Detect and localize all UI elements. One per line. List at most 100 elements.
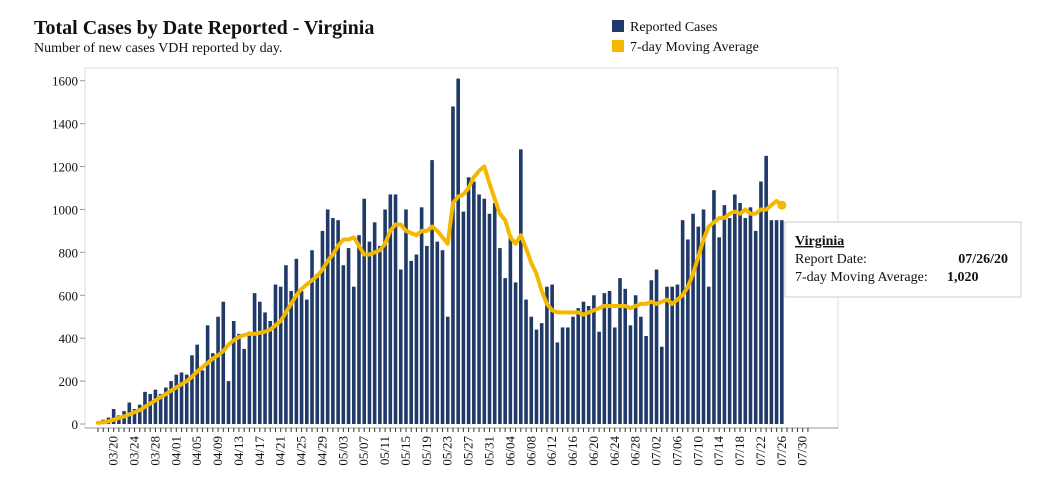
bar xyxy=(628,325,633,424)
tooltip-label: Report Date: xyxy=(795,252,867,267)
bar xyxy=(592,295,596,424)
bar xyxy=(268,321,273,424)
bar xyxy=(680,220,685,424)
bar xyxy=(111,408,116,424)
bar xyxy=(701,209,706,424)
bar xyxy=(346,248,351,424)
bar xyxy=(691,213,695,424)
bar xyxy=(612,327,617,424)
bar xyxy=(727,218,732,424)
bar xyxy=(383,209,387,424)
bar xyxy=(242,348,246,424)
bar xyxy=(743,218,748,424)
x-tick-label: 05/27 xyxy=(461,436,476,466)
bar xyxy=(456,78,460,424)
bar xyxy=(717,237,721,424)
bar xyxy=(472,181,476,424)
bar xyxy=(712,190,716,424)
bar xyxy=(409,260,413,424)
bar xyxy=(545,286,549,424)
x-tick-label: 06/28 xyxy=(628,436,643,466)
bar xyxy=(341,265,346,424)
bar xyxy=(576,308,581,424)
y-tick-label: 1000 xyxy=(52,202,78,217)
x-tick-label: 07/22 xyxy=(753,436,768,466)
bar xyxy=(289,290,293,424)
bar xyxy=(659,346,664,424)
x-tick-label: 06/04 xyxy=(502,436,517,466)
bar xyxy=(221,301,226,424)
tooltip: Virginia Report Date: 07/26/20 7-day Mov… xyxy=(784,221,1022,298)
bar xyxy=(378,245,382,424)
tooltip-value: 07/26/20 xyxy=(958,252,1008,267)
bar xyxy=(581,301,586,424)
tooltip-label: 7-day Moving Average: xyxy=(795,270,928,285)
bar xyxy=(216,316,220,424)
bar xyxy=(252,293,257,424)
bar xyxy=(649,280,654,424)
legend-swatch xyxy=(612,40,624,52)
bar xyxy=(477,194,481,424)
bar xyxy=(398,269,403,424)
bar xyxy=(190,355,194,424)
chart-title: Total Cases by Date Reported - Virginia xyxy=(34,17,374,39)
bar xyxy=(247,331,252,424)
moving-average-line xyxy=(96,164,784,425)
x-tick-label: 05/11 xyxy=(377,436,392,465)
x-tick-label: 04/01 xyxy=(168,436,183,466)
tooltip-box xyxy=(784,221,1022,298)
bar xyxy=(325,209,330,424)
x-tick-label: 06/24 xyxy=(607,436,622,466)
bar xyxy=(498,248,502,424)
legend: Reported Cases 7-day Moving Average xyxy=(612,20,759,55)
x-tick-label: 06/20 xyxy=(586,436,601,466)
bar xyxy=(753,230,758,424)
hover-point xyxy=(777,200,787,210)
bar xyxy=(158,393,163,424)
bar xyxy=(738,203,742,424)
x-tick-label: 07/26 xyxy=(774,436,789,466)
x-tick-label: 05/19 xyxy=(419,436,434,466)
y-tick-label: 1400 xyxy=(52,117,78,132)
bar xyxy=(294,258,299,424)
x-tick-label: 05/07 xyxy=(356,436,371,466)
bar xyxy=(419,207,424,424)
bar xyxy=(231,321,236,424)
bar xyxy=(503,278,507,424)
bar xyxy=(696,226,701,424)
bar xyxy=(451,106,455,425)
bar xyxy=(654,269,659,424)
bar xyxy=(425,245,429,424)
x-tick-label: 03/24 xyxy=(127,436,142,466)
x-tick-label: 04/29 xyxy=(314,436,329,466)
x-tick-label: 03/28 xyxy=(147,436,162,466)
x-tick-label: 04/09 xyxy=(210,436,225,466)
bar xyxy=(706,286,711,424)
bar xyxy=(639,316,643,424)
bar xyxy=(633,295,638,424)
bar xyxy=(278,286,283,424)
bar xyxy=(780,220,784,424)
bar xyxy=(195,344,199,424)
bar xyxy=(137,404,142,424)
bar xyxy=(357,235,361,424)
bar xyxy=(665,286,669,424)
bar xyxy=(519,149,523,424)
x-tick-label: 05/23 xyxy=(440,436,455,466)
x-tick-label: 04/25 xyxy=(294,436,309,466)
bar xyxy=(623,288,628,424)
y-tick-label: 0 xyxy=(72,417,79,432)
bar xyxy=(607,290,612,424)
x-tick-label: 05/03 xyxy=(335,436,350,466)
x-tick-label: 07/18 xyxy=(732,436,747,466)
bar xyxy=(299,290,304,424)
bar xyxy=(566,327,570,424)
tooltip-title: Virginia xyxy=(795,234,844,249)
bar xyxy=(482,198,487,424)
bar xyxy=(618,278,622,424)
x-tick-label: 07/30 xyxy=(795,436,810,466)
bar xyxy=(132,408,137,424)
bar xyxy=(258,301,262,424)
bar xyxy=(362,198,367,424)
